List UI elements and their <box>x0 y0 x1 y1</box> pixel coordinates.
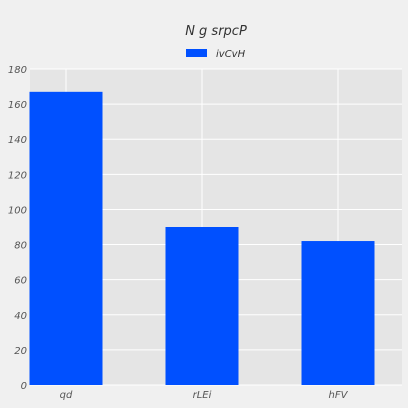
y-tick-label: 140 <box>8 135 27 146</box>
x-tick-label: rLEi <box>193 390 212 401</box>
y-tick-label: 40 <box>14 311 27 322</box>
bars <box>29 91 375 386</box>
y-tick-label: 0 <box>21 381 27 392</box>
y-axis-ticks: 0 20 40 60 80 100 120 140 160 180 <box>8 65 27 392</box>
bar <box>29 91 103 386</box>
bar <box>301 241 375 385</box>
legend: ivCvH <box>186 49 246 60</box>
x-tick-label: qd <box>60 390 73 401</box>
y-tick-label: 160 <box>8 100 27 111</box>
bar <box>165 227 239 385</box>
y-tick-label: 100 <box>8 205 27 216</box>
legend-label: ivCvH <box>216 49 246 60</box>
y-tick-label: 20 <box>14 346 27 357</box>
y-tick-label: 180 <box>8 65 27 76</box>
chart-title: N g srpcP <box>185 24 247 39</box>
y-tick-label: 120 <box>8 170 27 181</box>
x-axis-ticks: qd rLEi hFV <box>60 390 349 401</box>
y-tick-label: 80 <box>14 241 27 252</box>
y-tick-label: 60 <box>14 276 27 287</box>
legend-swatch <box>186 49 207 57</box>
x-tick-label: hFV <box>329 390 349 401</box>
